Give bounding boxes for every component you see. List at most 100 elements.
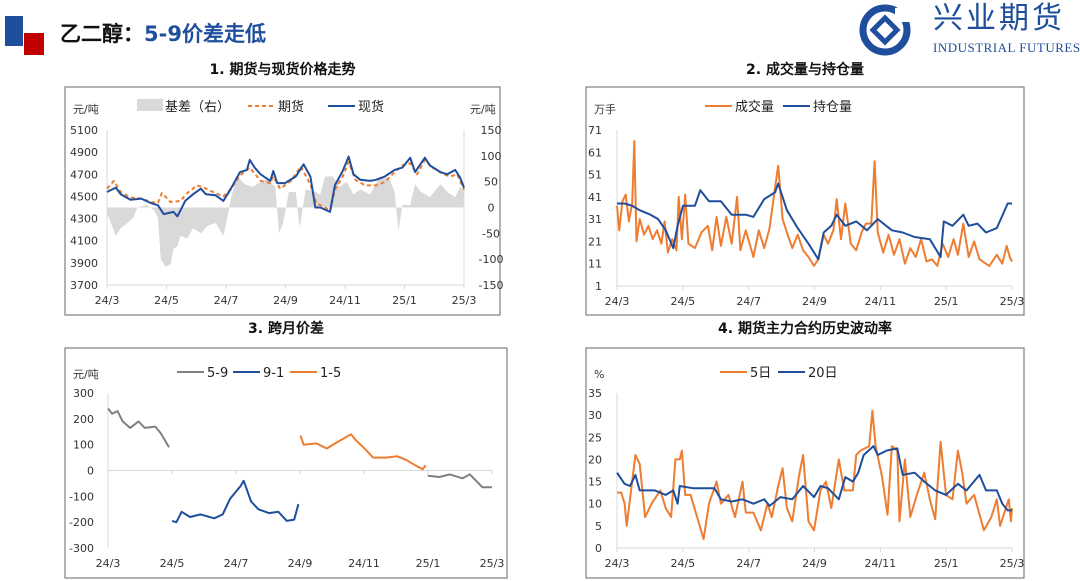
- x-tick-label: 24/7: [736, 295, 761, 308]
- x-tick-label: 25/3: [1000, 557, 1025, 570]
- y-tick-label: 4500: [70, 190, 98, 203]
- y-tick-label: 4700: [70, 168, 98, 181]
- x-tick-label: 24/5: [160, 557, 185, 570]
- y-tick-label: 4100: [70, 235, 98, 248]
- y-tick-label: 300: [73, 387, 94, 400]
- x-tick-label: 25/3: [1000, 295, 1025, 308]
- y-right-tick-label: 150: [481, 124, 502, 137]
- company-logo: 兴业期货 INDUSTRIAL FUTURES: [845, 2, 1080, 58]
- y-tick-label: 21: [588, 235, 602, 248]
- legend-label: 1-5: [320, 366, 341, 381]
- legend-label: 成交量: [735, 99, 774, 115]
- x-tick-label: 24/11: [864, 557, 896, 570]
- x-tick-label: 24/9: [802, 295, 827, 308]
- y-tick-label: 4900: [70, 146, 98, 159]
- y-tick-label: 4300: [70, 213, 98, 226]
- x-tick-label: 24/11: [864, 295, 896, 308]
- y-tick-label: 200: [73, 413, 94, 426]
- header-blue-square: [5, 16, 23, 46]
- x-tick-label: 25/1: [934, 557, 959, 570]
- chart-frame: [64, 347, 508, 579]
- y-right-tick-label: 100: [481, 150, 502, 163]
- y-axis-unit: 万手: [594, 102, 616, 116]
- y-axis-unit: %: [594, 368, 604, 381]
- y-tick-label: 0: [87, 465, 94, 478]
- x-tick-label: 24/3: [605, 295, 630, 308]
- legend-label: 9-1: [263, 366, 284, 381]
- y-tick-label: 71: [588, 124, 602, 137]
- y-tick-label: 5: [595, 520, 602, 533]
- chart-title: 3. 跨月价差: [248, 320, 324, 337]
- chart-title: 4. 期货主力合约历史波动率: [718, 320, 892, 337]
- y-tick-label: 25: [588, 431, 602, 444]
- x-tick-label: 24/11: [329, 294, 361, 307]
- series-line-期货: [106, 158, 465, 212]
- x-tick-label: 24/5: [670, 557, 695, 570]
- series-line-持仓量: [617, 182, 1012, 261]
- x-tick-label: 24/11: [348, 557, 380, 570]
- chart-frame: [585, 86, 1025, 316]
- y-tick-label: 20: [588, 453, 602, 466]
- x-tick-label: 24/3: [95, 294, 120, 307]
- y-tick-label: 3900: [70, 257, 98, 270]
- y-tick-label: 1: [595, 280, 602, 293]
- y-tick-label: -100: [69, 490, 94, 503]
- chart-frame: [585, 347, 1025, 579]
- y-tick-label: 41: [588, 191, 602, 204]
- logo-text-en: INDUSTRIAL FUTURES: [933, 40, 1080, 55]
- y-right-tick-label: 50: [484, 176, 498, 189]
- series-line-成交量: [616, 140, 1013, 267]
- y-tick-label: 15: [588, 476, 602, 489]
- logo-emblem-icon: [859, 4, 911, 56]
- legend-label: 基差（右）: [165, 100, 230, 115]
- x-tick-label: 24/5: [670, 295, 695, 308]
- chart-title: 1. 期货与现货价格走势: [210, 61, 356, 78]
- logo-text-cn: 兴业期货: [933, 1, 1065, 36]
- chart-4: 4. 期货主力合约历史波动率% 35 30 25 20 15 10 5 024/3 24/5 24/…: [585, 320, 1025, 579]
- series-line-5-9: [427, 473, 492, 489]
- legend-label: 5-9: [207, 366, 228, 381]
- y-tick-label: 51: [588, 169, 602, 182]
- x-tick-label: 24/3: [605, 557, 630, 570]
- legend-label: 期货: [278, 99, 304, 115]
- x-tick-label: 24/9: [802, 557, 827, 570]
- page-title-main: 5-9价差走低: [144, 22, 266, 46]
- x-tick-label: 24/3: [96, 557, 121, 570]
- y-tick-label: -300: [69, 542, 94, 555]
- x-tick-label: 25/3: [452, 294, 477, 307]
- y-tick-label: 5100: [70, 124, 98, 137]
- page-title-prefix: 乙二醇：: [60, 22, 144, 46]
- y-right-tick-label: -50: [482, 227, 500, 240]
- y-tick-label: 3700: [70, 279, 98, 292]
- legend-label: 持仓量: [813, 100, 852, 115]
- series-line-9-1: [171, 479, 300, 524]
- series-area-basis: [107, 176, 464, 267]
- x-tick-label: 25/1: [416, 557, 441, 570]
- x-tick-label: 25/3: [480, 557, 505, 570]
- y-tick-label: 11: [588, 258, 602, 271]
- y-tick-label: 61: [588, 146, 602, 159]
- y-tick-label: -200: [69, 516, 94, 529]
- y-axis-unit-right: 元/吨: [470, 103, 496, 116]
- y-right-tick-label: 0: [488, 202, 495, 215]
- header-red-square: [24, 33, 44, 55]
- y-axis-unit: 元/吨: [73, 103, 99, 116]
- x-tick-label: 24/9: [273, 294, 298, 307]
- page-title: 乙二醇：5-9价差走低: [60, 21, 266, 47]
- x-tick-label: 24/7: [214, 294, 239, 307]
- series-line-1-5: [299, 433, 427, 471]
- y-right-tick-label: -100: [479, 253, 504, 266]
- chart-title: 2. 成交量与持仓量: [746, 61, 864, 78]
- legend-label: 5日: [750, 366, 771, 381]
- series-line-现货: [106, 155, 465, 218]
- x-tick-label: 24/7: [224, 557, 249, 570]
- y-tick-label: 31: [588, 213, 602, 226]
- x-tick-label: 24/9: [288, 557, 313, 570]
- y-axis-unit: 元/吨: [73, 368, 99, 381]
- x-tick-label: 24/5: [154, 294, 179, 307]
- y-tick-label: 10: [588, 498, 602, 511]
